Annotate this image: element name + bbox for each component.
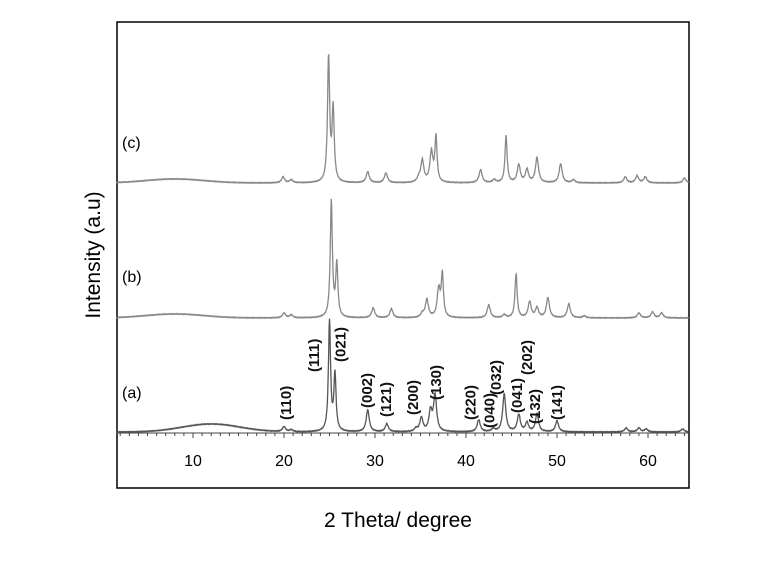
x-tick-label: 30 — [366, 453, 384, 470]
annotations: (a) (b) (c) (110) (111) (021) (002) (121) (200) (… — [122, 135, 566, 428]
peak-annotation: (202) — [519, 340, 536, 375]
x-axis-title: 2 Theta/ degree — [324, 509, 472, 532]
peak-annotation: (021) — [332, 327, 349, 362]
peak-annotation: (220) — [463, 385, 480, 420]
series-label: (a) — [122, 385, 142, 402]
plot-frame — [116, 21, 690, 489]
series-line-a — [116, 318, 690, 434]
series-line-c — [116, 53, 690, 185]
peak-annotation: (130) — [428, 365, 445, 400]
x-tick-label: 10 — [184, 453, 202, 470]
peak-annotation: (002) — [359, 373, 376, 408]
peak-annotation: (111) — [306, 339, 323, 372]
peak-annotation: (200) — [405, 380, 422, 415]
x-tick-label: 50 — [548, 453, 566, 470]
peak-annotation: (132) — [527, 389, 544, 424]
y-axis-title: Intensity (a.u) — [82, 191, 105, 318]
peak-annotation: (110) — [278, 386, 295, 420]
peak-annotation: (141) — [549, 385, 566, 420]
peak-annotation: (040) — [482, 393, 499, 428]
x-tick-label: 20 — [275, 453, 293, 470]
series-label: (b) — [122, 269, 142, 286]
peak-annotation: (121) — [378, 382, 395, 417]
series-label: (c) — [122, 135, 141, 152]
peak-annotation: (032) — [488, 360, 505, 395]
series-lines — [116, 53, 690, 434]
x-tick-label: 40 — [457, 453, 475, 470]
x-axis: 10 20 30 40 50 60 — [117, 432, 689, 470]
x-tick-label: 60 — [639, 453, 657, 470]
series-line-b — [116, 198, 690, 320]
peak-annotation: (041) — [509, 378, 526, 413]
